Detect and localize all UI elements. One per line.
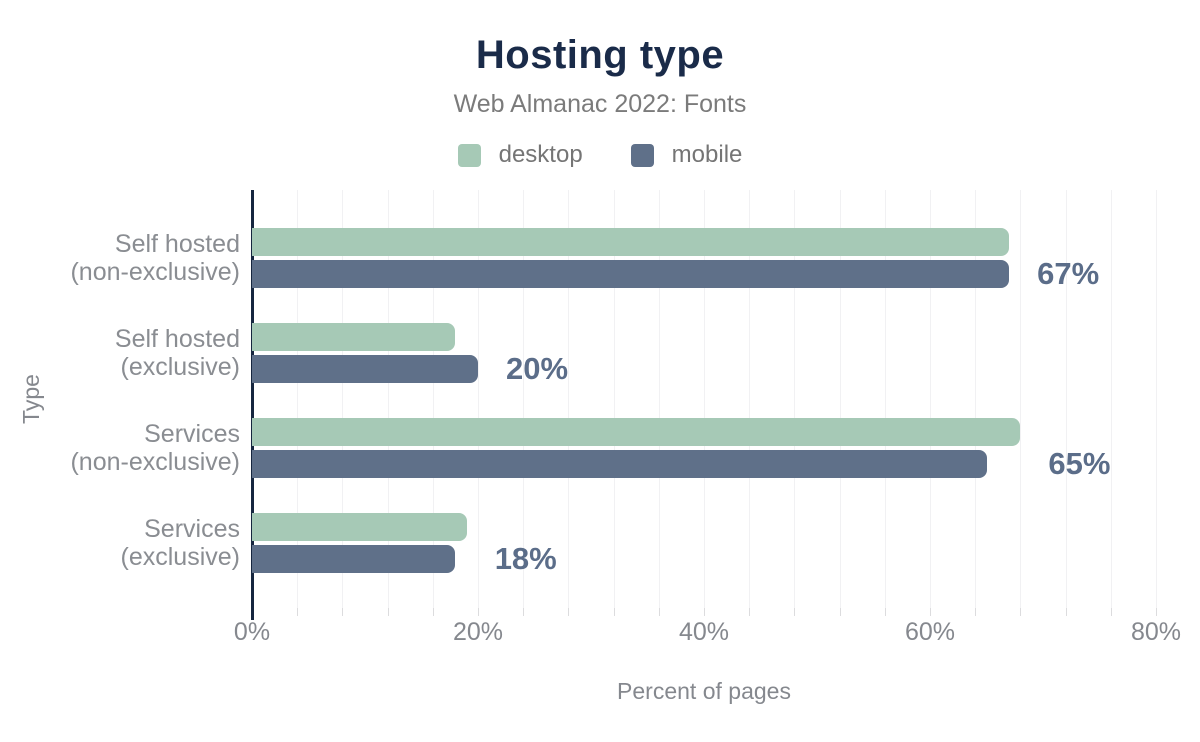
gridline-60 xyxy=(930,190,931,608)
category-label: Self hosted (exclusive) xyxy=(10,325,240,381)
x-axis-tick-12 xyxy=(387,608,389,616)
category-label-line: (exclusive) xyxy=(120,543,240,571)
gridline-12 xyxy=(387,190,389,608)
gridline-52 xyxy=(839,190,841,608)
legend-label-desktop: desktop xyxy=(498,141,583,168)
x-axis-tick-28 xyxy=(568,608,570,616)
category-label-line: (non-exclusive) xyxy=(70,258,240,286)
x-axis-title: Percent of pages xyxy=(617,678,791,704)
gridline-64 xyxy=(975,190,977,608)
x-axis-tick-56 xyxy=(884,608,886,616)
bar-desktop-0[interactable] xyxy=(252,228,1010,256)
gridline-4 xyxy=(297,190,299,608)
gridline-36 xyxy=(658,190,660,608)
x-axis-tick-40 xyxy=(704,608,705,616)
x-axis-tick-4 xyxy=(297,608,299,616)
x-tick-label-20: 20% xyxy=(452,618,504,646)
gridline-32 xyxy=(613,190,615,608)
legend: desktop mobile xyxy=(0,141,1200,169)
x-axis-tick-68 xyxy=(1020,608,1022,616)
gridline-56 xyxy=(884,190,886,608)
gridline-20 xyxy=(478,190,479,608)
value-label-2: 65% xyxy=(1048,446,1111,481)
gridline-8 xyxy=(342,190,344,608)
bar-desktop-2[interactable] xyxy=(252,418,1021,446)
category-label-line: Self hosted xyxy=(114,230,240,258)
category-label-line: Services xyxy=(144,515,240,543)
legend-swatch-desktop xyxy=(457,143,481,167)
bar-mobile-1[interactable] xyxy=(252,355,478,383)
category-label: Services (non-exclusive) xyxy=(10,420,240,476)
x-axis-tick-36 xyxy=(658,608,660,616)
x-axis-tick-24 xyxy=(523,608,525,616)
x-axis-tick-76 xyxy=(1110,608,1112,616)
gridline-76 xyxy=(1110,190,1112,608)
x-tick-label-40: 40% xyxy=(678,618,730,646)
bar-mobile-3[interactable] xyxy=(252,545,456,573)
x-axis-tick-44 xyxy=(749,608,751,616)
legend-label-mobile: mobile xyxy=(671,141,743,168)
chart-subtitle: Web Almanac 2022: Fonts xyxy=(453,90,747,118)
legend-swatch-mobile xyxy=(630,143,654,167)
gridline-72 xyxy=(1065,190,1067,608)
x-axis-tick-80 xyxy=(1156,608,1157,616)
legend-item-mobile[interactable]: mobile xyxy=(630,141,743,169)
bar-mobile-2[interactable] xyxy=(252,450,987,478)
x-axis-tick-20 xyxy=(478,608,479,616)
x-axis-tick-48 xyxy=(794,608,796,616)
plot-area: 0% 20% 40% 60% 80% 67% 20% 65% 18% xyxy=(234,190,1181,646)
category-label-line: (non-exclusive) xyxy=(70,448,240,476)
x-axis-tick-32 xyxy=(613,608,615,616)
gridline-16 xyxy=(432,190,434,608)
x-axis-tick-72 xyxy=(1065,608,1067,616)
chart-title: Hosting type xyxy=(475,33,725,77)
bar-desktop-3[interactable] xyxy=(252,513,467,541)
x-axis-tick-16 xyxy=(432,608,434,616)
x-axis-tick-52 xyxy=(839,608,841,616)
gridline-80 xyxy=(1156,190,1157,608)
category-label-line: Services xyxy=(144,420,240,448)
gridline-40 xyxy=(704,190,705,608)
x-axis-tick-8 xyxy=(342,608,344,616)
x-axis-tick-60 xyxy=(930,608,931,616)
gridline-48 xyxy=(794,190,796,608)
category-label: Self hosted (non-exclusive) xyxy=(10,230,240,286)
legend-item-desktop[interactable]: desktop xyxy=(457,141,583,169)
gridline-24 xyxy=(523,190,525,608)
category-label-line: Self hosted xyxy=(114,325,240,353)
gridline-44 xyxy=(749,190,751,608)
value-label-3: 18% xyxy=(494,541,557,576)
x-axis-tick-64 xyxy=(975,608,977,616)
bar-mobile-0[interactable] xyxy=(252,260,1010,288)
bar-desktop-1[interactable] xyxy=(252,323,456,351)
x-tick-label-60: 60% xyxy=(904,618,956,646)
gridline-28 xyxy=(568,190,570,608)
value-label-1: 20% xyxy=(506,351,569,386)
x-tick-label-0: 0% xyxy=(233,618,271,646)
gridline-68 xyxy=(1020,190,1022,608)
category-label-line: (exclusive) xyxy=(120,353,240,381)
value-label-0: 67% xyxy=(1037,256,1100,291)
y-axis-line xyxy=(251,190,254,620)
x-tick-label-80: 80% xyxy=(1130,618,1182,646)
category-label: Services (exclusive) xyxy=(10,515,240,571)
